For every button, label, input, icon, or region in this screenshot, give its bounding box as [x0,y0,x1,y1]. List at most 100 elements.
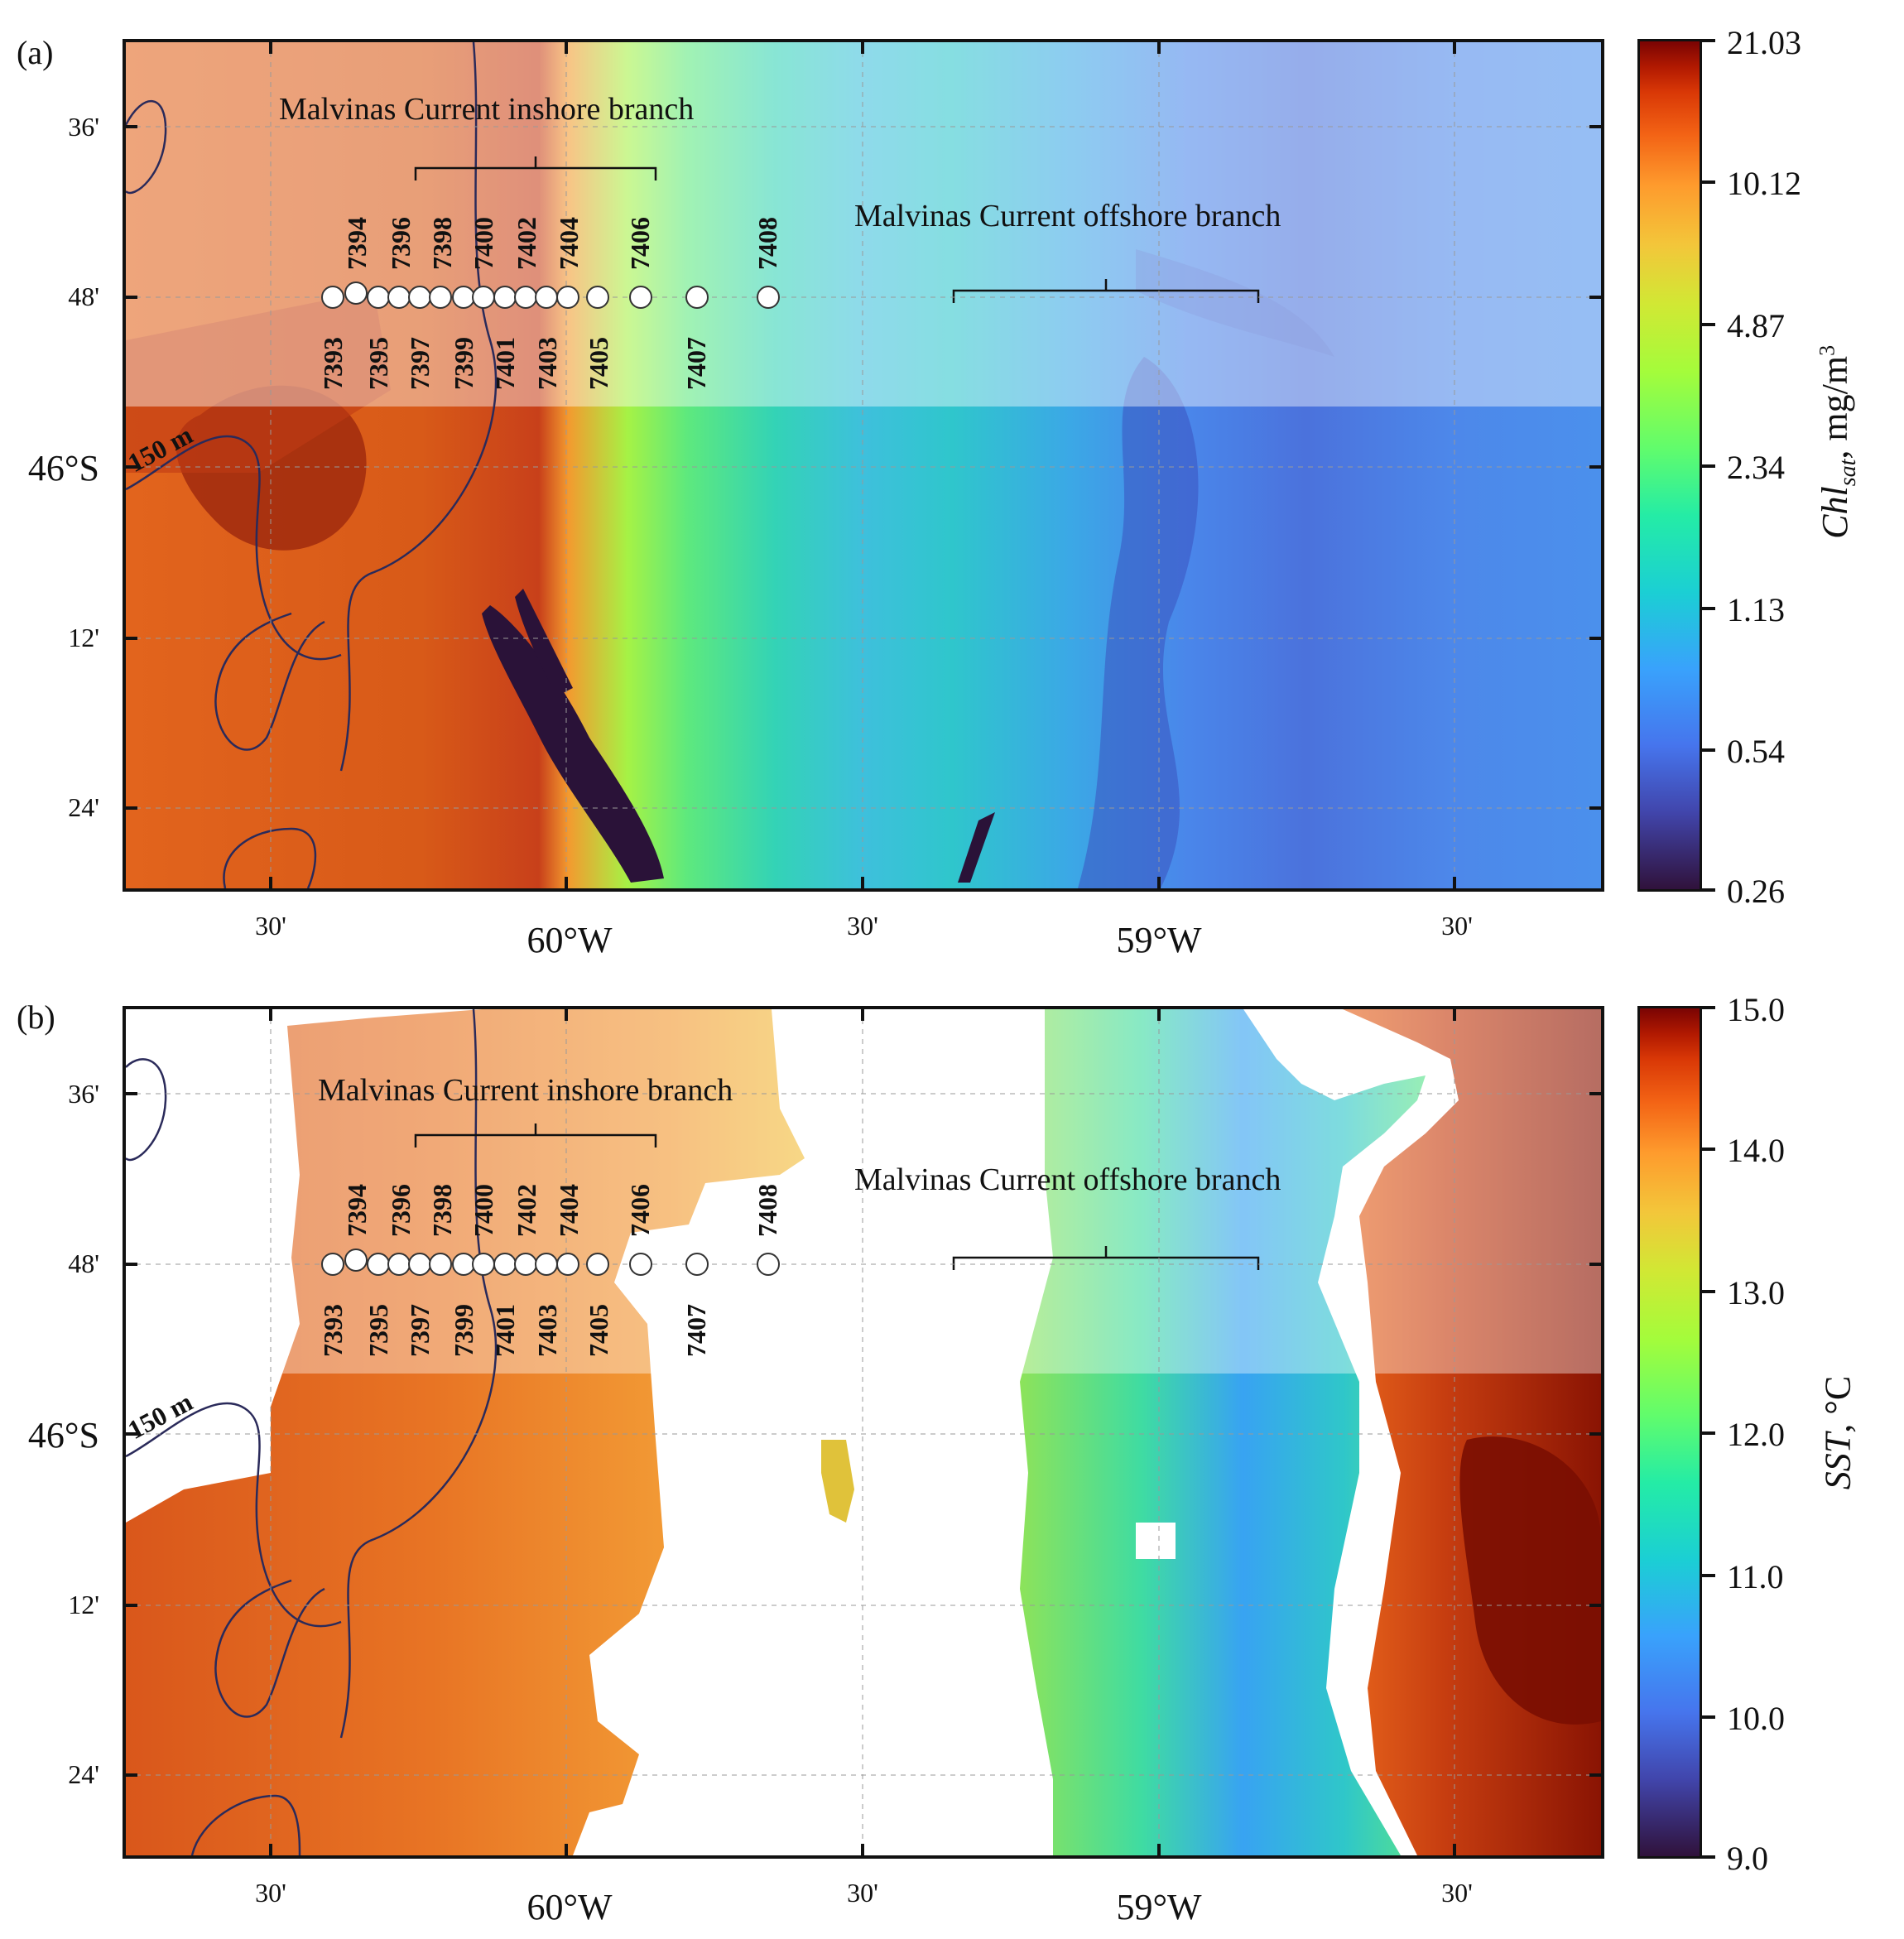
station-marker [629,286,652,309]
station-label: 7406 [625,1184,655,1237]
lon-label: 30' [847,911,878,941]
station-markers [321,1249,780,1276]
lon-label: 60°W [526,1887,613,1927]
lat-label: 48' [68,281,99,311]
station-label: 7403 [532,1304,562,1357]
station-label: 7394 [342,1184,372,1237]
isobath-150m [126,42,498,888]
lon-label: 59°W [1116,1887,1202,1927]
colorbar-tick [1702,607,1715,610]
colorbar-title: SST, °C [1817,1375,1858,1490]
station-label: 7399 [449,1304,478,1357]
station-marker [387,286,411,309]
station-label: 7402 [512,217,541,270]
colorbar-label: 2.34 [1727,449,1785,486]
low-chl-band [1136,249,1334,357]
inshore-branch-label: Malvinas Current inshore branch [279,92,694,127]
colorbar-label: 13.0 [1727,1274,1785,1311]
sst-colorbar [1637,1006,1702,1859]
station-marker [514,286,537,309]
colorbar-tick [1702,1715,1715,1719]
colorbar-label: 4.87 [1727,307,1785,344]
colorbar-tick [1702,1006,1715,1009]
colorbar-label: 10.0 [1727,1700,1785,1737]
cloud-mask-dark [482,605,664,883]
colorbar-tick [1702,1148,1715,1151]
station-labels-upper: 7394 7396 7398 7400 7402 7404 7406 7408 [342,217,782,270]
chlorophyll-field [126,42,1601,888]
station-marker [757,1253,780,1276]
station-labels-lower: 7393 7395 7397 7399 7401 7403 7405 7407 [318,1304,711,1357]
colorbar-tick [1702,1855,1715,1859]
chlorophyll-map: 7394 7396 7398 7400 7402 7404 7406 7408 … [123,39,1604,892]
station-marker [408,1253,431,1276]
colorbar-tick [1702,1290,1715,1293]
station-label: 7397 [405,1304,435,1357]
station-marker [344,281,368,305]
station-marker [429,286,452,309]
station-marker [586,286,609,309]
station-label: 7396 [386,1184,416,1237]
lat-label: 46°S [27,448,99,488]
station-marker [429,1253,452,1276]
station-marker [472,1253,495,1276]
colorbar-label: 0.26 [1727,873,1785,910]
colorbar-label: 15.0 [1727,991,1785,1028]
colorbar-title: Chlsat, mg/m3 [1815,344,1861,539]
chlorophyll-colorbar [1637,39,1702,892]
graticule [126,42,1601,888]
highlight-overlay [126,42,1601,407]
station-marker [535,286,558,309]
colorbar-label: 1.13 [1727,591,1785,628]
offshore-branch-label: Malvinas Current offshore branch [854,1162,1281,1197]
lon-label: 30' [255,911,286,941]
frame-ticks [126,1009,1601,1855]
sst-map: 7394 7396 7398 7400 7402 7404 7406 7408 … [123,1006,1604,1859]
station-label: 7405 [584,337,613,390]
no-data-patch [1136,1523,1176,1559]
panel-label: (b) [17,998,55,1036]
colorbar-tick [1702,39,1715,42]
lon-label: 60°W [526,920,613,960]
colorbar-tick [1702,180,1715,184]
frame-ticks [126,42,1601,888]
station-label: 7401 [490,337,520,390]
station-label: 7401 [490,1304,520,1357]
station-label: 7394 [342,217,372,270]
inshore-branch-bracket [414,1123,657,1148]
sst-cold-current [1020,1009,1426,1855]
lat-label: 46°S [27,1415,99,1455]
colorbar-label: 11.0 [1727,1558,1784,1595]
lon-label: 59°W [1116,920,1202,960]
station-label: 7393 [318,337,348,390]
station-marker [408,286,431,309]
station-marker [367,1253,390,1276]
low-chl-band [1078,357,1199,888]
colorbar-tick [1702,464,1715,468]
station-marker [452,1253,475,1276]
station-markers [321,281,780,309]
lon-label: 30' [255,1878,286,1908]
lat-label: 12' [68,623,99,652]
sst-isolated-patch [821,1440,854,1523]
station-label: 7399 [449,337,478,390]
colorbar-tick [1702,1574,1715,1577]
station-marker [535,1253,558,1276]
station-label: 7395 [363,337,393,390]
station-label: 7398 [427,217,457,270]
inshore-branch-bracket [414,156,657,180]
station-label: 7403 [532,337,562,390]
station-marker [685,1253,709,1276]
cloud-mask-dark [958,812,995,883]
station-marker [387,1253,411,1276]
station-label: 7400 [469,1184,498,1237]
station-marker [556,286,579,309]
station-label: 7407 [681,1304,711,1357]
station-label: 7393 [318,1304,348,1357]
station-marker [344,1249,368,1272]
panel-label: (a) [17,34,54,71]
station-label: 7408 [752,217,782,270]
station-label: 7407 [681,337,711,390]
high-chl-patch [126,291,391,473]
station-label: 7396 [386,217,416,270]
